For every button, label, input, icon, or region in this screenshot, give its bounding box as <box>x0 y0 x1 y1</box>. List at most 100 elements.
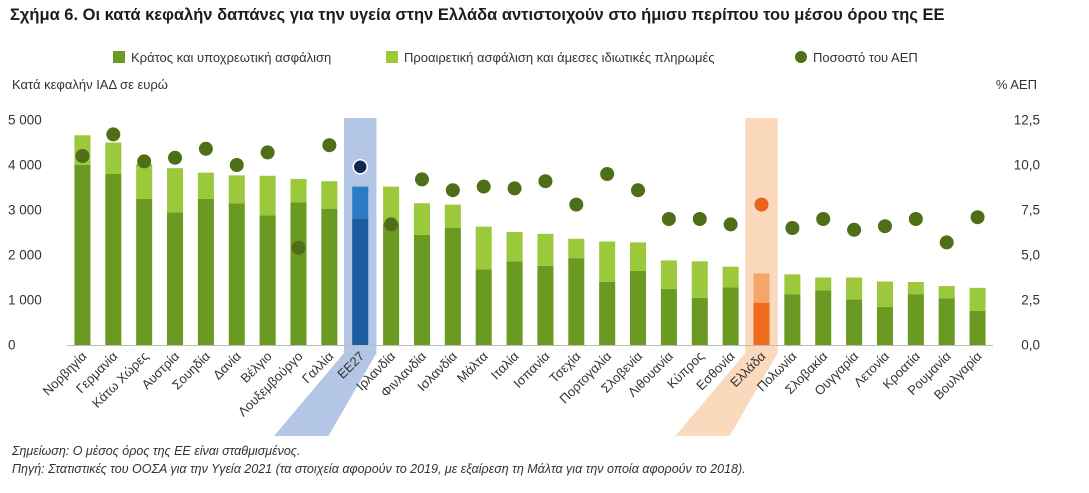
bar-private <box>444 204 461 228</box>
bar-public <box>197 198 214 345</box>
legend-label-private: Προαιρετική ασφάλιση και άμεσες ιδιωτικέ… <box>404 50 715 65</box>
gdp-dot <box>816 212 831 226</box>
bar-private <box>969 287 986 311</box>
bar-public <box>630 270 647 345</box>
gdp-dot <box>939 235 954 250</box>
gdp-dot <box>414 172 429 187</box>
y-tick-right: 10,0 <box>1014 158 1040 173</box>
bar-public <box>691 297 708 345</box>
legend-label-public: Κράτος και υποχρεωτική ασφάλιση <box>131 50 332 65</box>
legend-item-gdp: Ποσοστό του ΑΕΠ <box>795 50 918 65</box>
bar-public <box>259 215 276 345</box>
bar-public <box>846 299 863 345</box>
bar-private <box>660 260 677 289</box>
y-tick-left: 0 <box>8 338 16 353</box>
bar-public <box>537 265 554 345</box>
bar-public <box>969 310 986 345</box>
legend-swatch-dark-green <box>113 51 125 63</box>
bar-public <box>167 212 184 345</box>
bar-public <box>722 287 739 345</box>
y-tick-left: 2 000 <box>8 248 42 263</box>
y-tick-left: 3 000 <box>8 203 42 218</box>
gdp-dot <box>569 197 584 212</box>
bar-public <box>74 165 91 345</box>
gdp-dot <box>723 217 738 232</box>
bar-private <box>753 273 770 303</box>
bar-private <box>876 281 893 307</box>
gdp-dot <box>754 197 769 212</box>
legend-item-public: Κράτος και υποχρεωτική ασφάλιση <box>113 50 331 65</box>
bar-private <box>352 186 369 219</box>
y-tick-right: 5,0 <box>1021 248 1040 263</box>
bar-public <box>506 261 523 345</box>
gdp-dot <box>877 219 892 234</box>
bar-public <box>753 302 770 345</box>
footnote-note: Σημείωση: Ο μέσος όρος της ΕΕ είναι σταθ… <box>12 444 301 458</box>
bar-public <box>136 198 153 345</box>
legend: Κράτος και υποχρεωτική ασφάλιση Προαιρετ… <box>0 50 1089 70</box>
bar-private <box>537 233 554 266</box>
gdp-dot <box>352 159 368 175</box>
bar-public <box>383 223 400 345</box>
bar-public <box>815 290 832 345</box>
gdp-dot <box>322 138 337 153</box>
legend-swatch-light-green <box>386 51 398 63</box>
bar-private <box>506 232 523 262</box>
bar-private <box>259 175 276 216</box>
gdp-dot <box>847 222 862 237</box>
bar-private <box>815 277 832 291</box>
bar-private <box>105 142 122 174</box>
bar-private <box>599 241 616 282</box>
gdp-dot <box>260 145 275 160</box>
bar-public <box>475 269 492 345</box>
x-tick-label: Μάλτα <box>454 348 491 385</box>
bar-public <box>907 294 924 345</box>
bar-public <box>105 174 122 345</box>
gdp-dot <box>538 174 553 189</box>
bar-private <box>383 186 400 224</box>
legend-label-gdp: Ποσοστό του ΑΕΠ <box>813 50 918 65</box>
bar-private <box>290 178 307 203</box>
gdp-dot <box>168 150 183 165</box>
bar-private <box>167 168 184 213</box>
greece-highlight-band-tail <box>675 353 778 436</box>
y-axis-label-left: Κατά κεφαλήν ΙΑΔ σε ευρώ <box>12 77 168 92</box>
y-tick-right: 7,5 <box>1021 203 1040 218</box>
y-tick-right: 0,0 <box>1021 338 1040 353</box>
bar-private <box>938 286 955 299</box>
bar-public <box>413 234 430 345</box>
gdp-dot <box>908 212 923 226</box>
gdp-dot <box>75 149 90 163</box>
gdp-dot <box>631 183 646 198</box>
bar-private <box>846 277 863 300</box>
gdp-dot <box>291 240 306 255</box>
y-tick-right: 12,5 <box>1014 113 1040 128</box>
bar-public <box>938 298 955 345</box>
bar-public <box>599 282 616 345</box>
bar-public <box>568 258 585 345</box>
bar-public <box>352 219 369 345</box>
bar-private <box>197 172 214 199</box>
bar-private <box>722 266 739 288</box>
y-tick-left: 5 000 <box>8 113 42 128</box>
gdp-dot <box>600 167 615 181</box>
bar-private <box>907 282 924 295</box>
bar-private <box>475 226 492 270</box>
gdp-dot <box>137 154 152 169</box>
gdp-dot <box>507 181 522 196</box>
gdp-dot <box>198 141 213 156</box>
gdp-dot <box>229 158 244 172</box>
y-axis-label-right: % ΑΕΠ <box>995 77 1037 92</box>
y-tick-left: 4 000 <box>8 158 42 173</box>
bar-private <box>413 203 430 235</box>
bar-public <box>444 228 461 345</box>
legend-swatch-dot <box>795 51 807 63</box>
gdp-dot <box>661 212 676 226</box>
gdp-dot <box>692 212 707 226</box>
gdp-dot <box>384 217 399 232</box>
bar-public <box>660 288 677 345</box>
bar-public <box>784 294 801 345</box>
chart-title: Σχήμα 6. Οι κατά κεφαλήν δαπάνες για την… <box>10 6 945 24</box>
bar-private <box>136 164 153 199</box>
